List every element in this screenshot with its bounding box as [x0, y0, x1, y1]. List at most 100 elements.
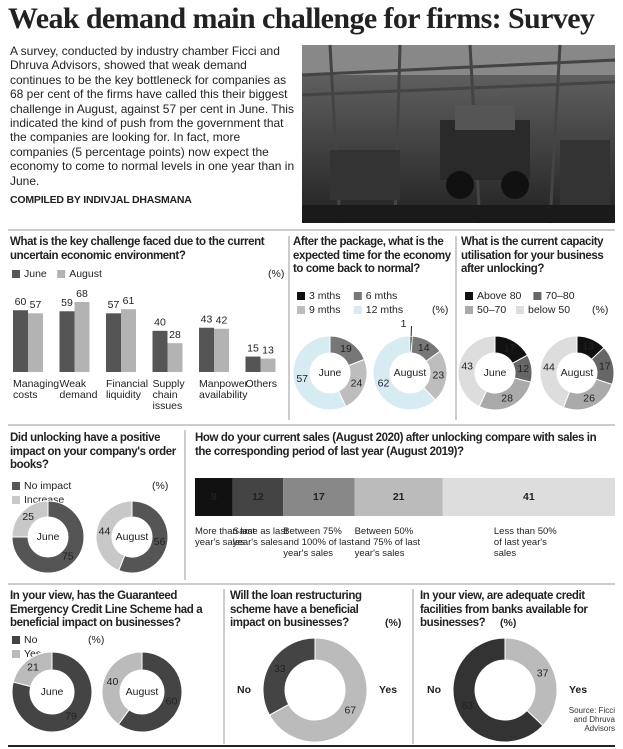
chart-title: In your view, are adequate credit facili…	[420, 590, 588, 629]
unit-label: (%)	[88, 634, 104, 646]
intro: A survey, conducted by industry chamber …	[10, 44, 295, 188]
value-label: 12	[517, 363, 529, 375]
legend-swatch	[353, 292, 362, 300]
category-label: Yes	[379, 684, 397, 696]
value-label: 40	[154, 317, 166, 329]
bar	[106, 313, 121, 372]
bar	[121, 309, 136, 372]
value-label: 14	[418, 342, 430, 354]
legend-swatch	[12, 270, 20, 278]
value-label: 37	[537, 667, 549, 679]
legend-swatch	[465, 292, 473, 300]
donut-center-label: June	[484, 367, 507, 379]
legend-swatch	[12, 482, 20, 490]
value-label: 63	[462, 700, 474, 712]
value-label: 59	[61, 297, 73, 309]
legend-swatch	[12, 636, 20, 644]
legend-label: No	[24, 634, 38, 646]
unit-label: (%)	[268, 268, 284, 280]
title: Weak demand main challenge for firms: Su…	[8, 2, 595, 35]
donut-segment	[268, 637, 368, 743]
unit-label: (%)	[500, 617, 516, 629]
value-label: 28	[169, 329, 181, 341]
bar	[74, 302, 90, 372]
x-tick-label: Supply chain issues	[153, 378, 186, 412]
category-label: Less than 50% of last year's sales	[493, 526, 557, 559]
donut-center-label: June	[37, 531, 60, 543]
legend-label: 70–80	[545, 290, 574, 302]
chart-title: In your view, has the Guaranteed Emergen…	[10, 590, 203, 629]
value-label: 62	[378, 377, 390, 389]
legend-label: No impact	[24, 480, 71, 492]
donut-segment	[11, 500, 85, 574]
donut-segment	[262, 637, 316, 716]
chart-title: How do your current sales (August 2020) …	[195, 432, 597, 458]
x-tick-label: Manpower availability	[199, 378, 249, 401]
value-label: 43	[201, 314, 213, 326]
donut-segment	[372, 335, 437, 411]
value-label: 42	[216, 315, 228, 327]
value-label: 17	[504, 342, 516, 354]
legend-swatch	[12, 650, 20, 658]
donut-segment	[11, 651, 93, 733]
value-label: 60	[166, 695, 178, 707]
chart-title: After the package, what is the expected …	[293, 236, 451, 275]
value-label: 17	[599, 361, 611, 373]
value-label: 79	[65, 710, 77, 722]
x-tick-label: Financial liquidity	[106, 378, 148, 401]
x-tick-label: Managing costs	[13, 378, 59, 401]
donut-segment	[292, 335, 347, 411]
bar	[167, 343, 183, 372]
category-label: More than last year's sales	[195, 526, 256, 548]
category-label: Between 50% and 75% of last year's sales	[354, 526, 421, 559]
value-label: 17	[313, 491, 325, 503]
bar-segment	[442, 478, 615, 516]
legend-swatch	[297, 306, 305, 314]
value-label: 56	[154, 536, 166, 548]
donut-center-label: August	[116, 531, 149, 543]
category-label: Between 75% and 100% of last year's sale…	[283, 526, 354, 559]
value-label: 75	[62, 551, 74, 563]
donut-center-label: August	[394, 367, 427, 379]
value-label: 28	[501, 393, 513, 405]
donut-segment	[452, 637, 544, 743]
donut-center-label: August	[126, 686, 159, 698]
donut-segment	[11, 500, 49, 538]
source: Source: Ficci and Dhruva Advisors	[568, 706, 615, 733]
category-label: Same as last year's sales	[232, 526, 288, 548]
legend-label: 12 mths	[366, 304, 403, 316]
value-label: 23	[433, 369, 445, 381]
bar	[13, 310, 28, 372]
value-label: 26	[583, 393, 595, 405]
value-label: 60	[15, 296, 27, 308]
legend-label: June	[24, 268, 47, 280]
unit-label: (%)	[592, 304, 608, 316]
donut-center-label: June	[41, 686, 64, 698]
legend-label: Above 80	[477, 290, 522, 302]
value-label: 40	[107, 676, 119, 688]
bar	[260, 358, 276, 372]
dividers	[8, 229, 615, 747]
legend-label: 9 mths	[309, 304, 341, 316]
bar	[152, 330, 168, 372]
x-tick-label: Weak demand	[60, 378, 98, 401]
legend-swatch	[57, 270, 66, 278]
donut-segment	[539, 335, 578, 409]
donut-center-label: August	[561, 367, 594, 379]
value-label: 24	[351, 377, 363, 389]
bar	[59, 311, 75, 372]
bar-segment	[232, 478, 284, 516]
chart-title: Did unlocking have a positive impact on …	[10, 432, 176, 471]
chart-title: What is the key challenge faced due to t…	[10, 236, 265, 262]
legend-swatch	[516, 306, 524, 314]
x-tick-label: Others	[246, 378, 278, 390]
bar-segment	[283, 478, 355, 516]
unit-label: (%)	[432, 304, 448, 316]
legend-label: 3 mths	[309, 290, 341, 302]
legend-swatch	[533, 292, 542, 300]
value-label: 43	[461, 361, 473, 373]
category-label: Yes	[569, 684, 587, 696]
value-label: 68	[76, 288, 88, 300]
